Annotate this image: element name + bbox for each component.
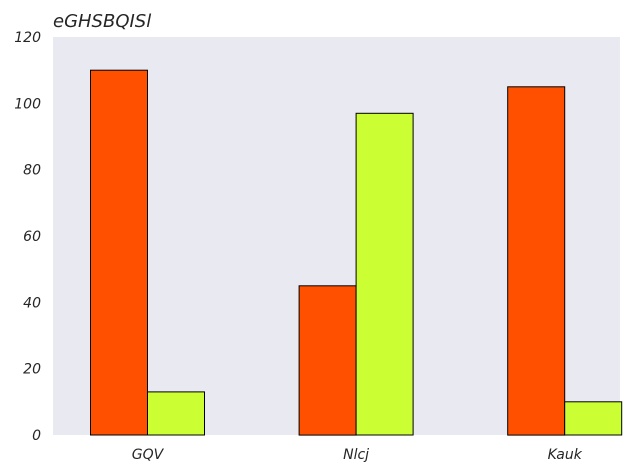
bar-gqv-series-1 [90,69,148,436]
bar-nlcj-series-2 [355,112,414,436]
y-tick-label: 60 [23,229,41,245]
y-tick-label: 120 [14,30,41,46]
y-tick-label: 40 [23,295,41,311]
y-tick-label: 100 [14,96,41,112]
y-tick-label: 80 [23,163,41,179]
x-tick-label: Kauk [548,447,583,463]
bar-gqv-series-2 [147,391,205,436]
chart-title: eGHSBQISl [53,11,151,32]
x-tick-label: Nlcj [343,447,369,463]
x-tick-label: GQV [132,447,165,463]
bar-kauk-series-1 [507,86,566,436]
bar-nlcj-series-1 [298,285,357,436]
y-tick-label: 0 [32,428,41,444]
bar-kauk-series-2 [564,401,623,436]
y-tick-label: 20 [23,362,41,378]
bars-group [90,69,623,436]
y-axis-ticks: 0 20 40 60 80 100 120 [14,30,41,444]
x-axis-ticks: GQV Nlcj Kauk [132,447,583,463]
